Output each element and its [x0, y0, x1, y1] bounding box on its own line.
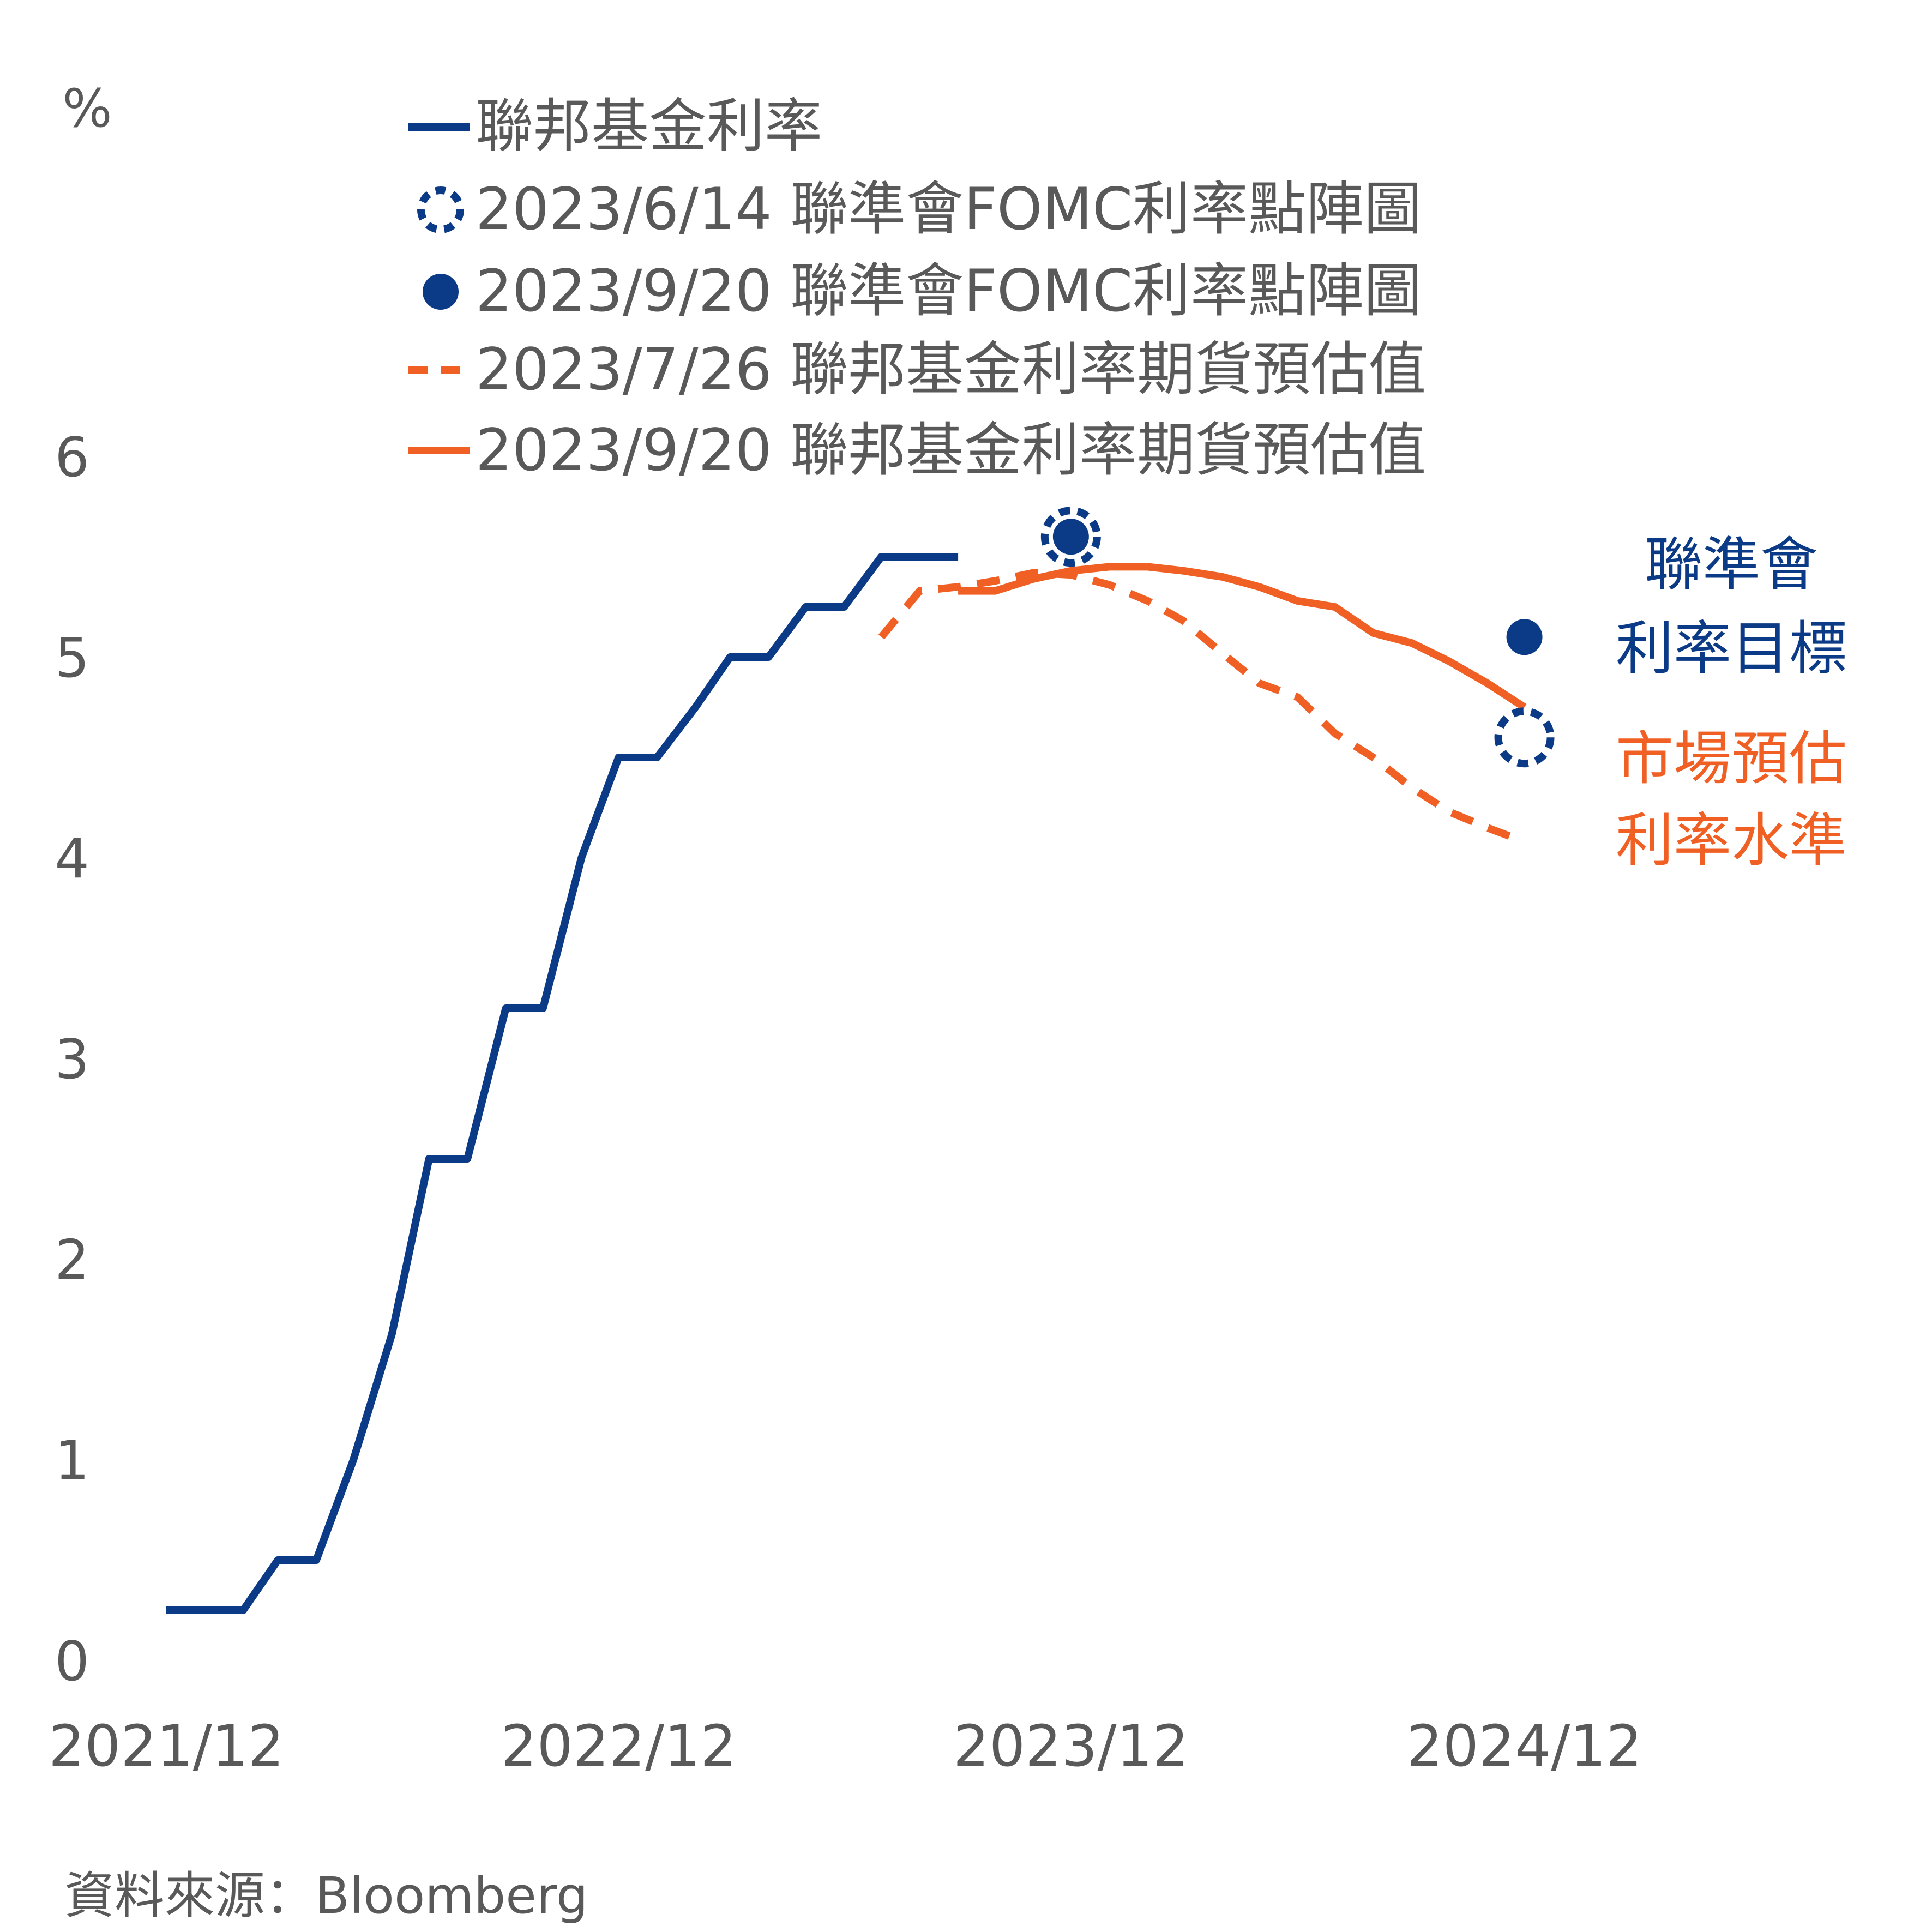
legend-entry: 2023/7/26 聯邦基金利率期貨預估值: [408, 336, 1426, 403]
annotation-market-estimate: 市場預估 利率水準: [1616, 725, 1847, 874]
y-tick-label: 6: [55, 425, 89, 489]
x-tick-label: 2023/12: [953, 1713, 1189, 1779]
legend: 聯邦基金利率 2023/6/14 聯準會FOMC利率點陣圖 2023/9/20 …: [408, 93, 1426, 484]
legend-label: 2023/6/14 聯準會FOMC利率點陣圖: [476, 176, 1422, 243]
y-tick-label: 1: [55, 1429, 89, 1492]
y-tick-label: 4: [55, 827, 89, 890]
x-axis: 2021/12 2022/12 2023/12 2024/12: [49, 1713, 1642, 1779]
legend-entry: 2023/9/20 聯邦基金利率期貨預估值: [408, 417, 1426, 484]
annotation-line: 利率目標: [1616, 615, 1847, 682]
series-line-futures-sep: [958, 563, 1527, 711]
legend-label: 聯邦基金利率: [476, 93, 822, 160]
x-tick-label: 2022/12: [501, 1713, 736, 1779]
series-line-futures-jul: [878, 569, 1526, 846]
annotation-line: 市場預估: [1616, 725, 1847, 792]
annotation-line: 聯準會: [1645, 531, 1818, 598]
dot-plot-marker-sep: [1052, 519, 1089, 555]
annotation-fed-target: 聯準會 利率目標: [1616, 531, 1847, 682]
y-axis: 0 1 2 3 4 5 6: [55, 425, 89, 1693]
legend-swatch-dotted-circle: [417, 186, 464, 233]
dot-plot-marker-jun: [1040, 507, 1101, 567]
dot-plot-marker-sep: [1506, 619, 1543, 655]
legend-entry: 聯邦基金利率: [408, 93, 822, 160]
legend-entry: 2023/6/14 聯準會FOMC利率點陣圖: [417, 176, 1422, 243]
annotation-line: 利率水準: [1616, 807, 1847, 874]
y-axis-unit-label: %: [62, 78, 112, 139]
legend-entry: 2023/9/20 聯準會FOMC利率點陣圖: [423, 257, 1422, 324]
y-tick-label: 3: [55, 1027, 89, 1091]
y-tick-label: 2: [55, 1228, 89, 1292]
plot-area: [166, 553, 1527, 1614]
y-tick-label: 0: [55, 1629, 89, 1693]
x-tick-label: 2024/12: [1407, 1713, 1642, 1779]
source-note: 資料來源：Bloomberg: [64, 1867, 588, 1925]
legend-label: 2023/9/20 聯準會FOMC利率點陣圖: [476, 257, 1422, 324]
y-tick-label: 5: [55, 626, 89, 690]
series-line-fed-funds-rate: [166, 553, 959, 1614]
dot-plot-marker-jun: [1494, 707, 1555, 768]
x-tick-label: 2021/12: [49, 1713, 284, 1779]
legend-swatch-filled-circle: [423, 274, 459, 310]
marker-layer: [1040, 507, 1555, 768]
legend-label: 2023/9/20 聯邦基金利率期貨預估值: [476, 417, 1426, 484]
legend-label: 2023/7/26 聯邦基金利率期貨預估值: [476, 336, 1426, 403]
